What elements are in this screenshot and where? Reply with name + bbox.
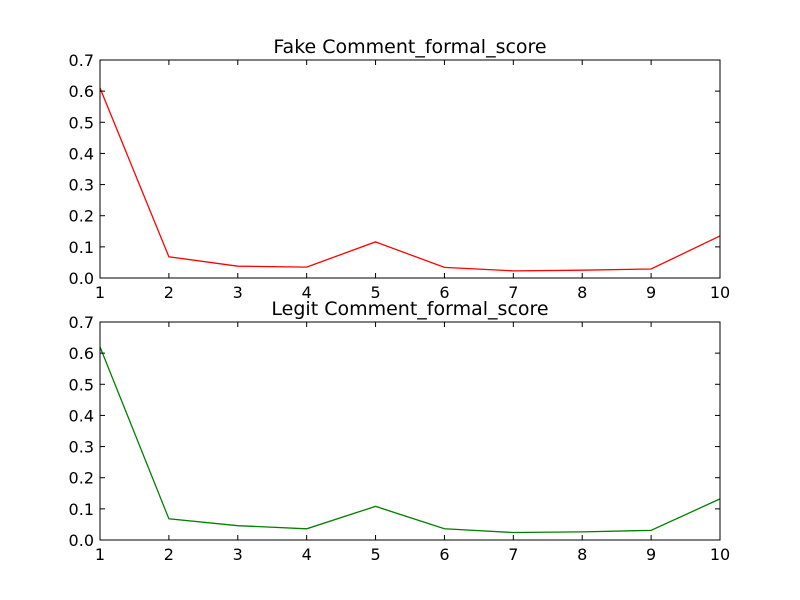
x-tick-label: 10 bbox=[710, 545, 730, 564]
chart-panel-2: 1 2 3 4 5 6 7 8 9 10 0.0 0.1 0.2 0.3 0.4 0.5 0.6 0.7 Legit… bbox=[69, 298, 731, 564]
axes-frame bbox=[99, 59, 721, 279]
x-tick-label: 5 bbox=[370, 545, 380, 564]
y-tick-label: 0.5 bbox=[69, 375, 94, 394]
y-tick-label: 0.1 bbox=[69, 238, 94, 257]
x-tick-label: 9 bbox=[646, 283, 656, 302]
y-tick-label: 0.5 bbox=[69, 113, 94, 132]
x-tick-label: 9 bbox=[646, 545, 656, 564]
x-tick-label: 8 bbox=[577, 545, 587, 564]
y-tick-label: 0.6 bbox=[69, 344, 94, 363]
x-tick-label: 8 bbox=[577, 283, 587, 302]
series-line bbox=[99, 87, 721, 272]
x-tick-label: 3 bbox=[233, 545, 243, 564]
x-tick-label: 4 bbox=[302, 545, 312, 564]
x-tick-label: 1 bbox=[95, 283, 105, 302]
y-tick-label: 0.4 bbox=[69, 144, 94, 163]
x-tick-label: 3 bbox=[233, 283, 243, 302]
x-tick-label: 1 bbox=[95, 545, 105, 564]
y-tick-label: 0.0 bbox=[69, 531, 94, 550]
x-tick-label: 4 bbox=[302, 283, 312, 302]
x-tick-label: 10 bbox=[710, 283, 730, 302]
y-tick-label: 0.1 bbox=[69, 500, 94, 519]
x-tick-label: 7 bbox=[508, 545, 518, 564]
x-tick-label: 6 bbox=[439, 545, 449, 564]
x-tick-label: 5 bbox=[370, 283, 380, 302]
chart-title: Legit Comment_formal_score bbox=[271, 298, 548, 320]
x-tick-label: 7 bbox=[508, 283, 518, 302]
y-tick-label: 0.3 bbox=[69, 438, 94, 457]
x-tick-label: 2 bbox=[164, 283, 174, 302]
chart-title: Fake Comment_formal_score bbox=[273, 36, 546, 58]
series-line bbox=[99, 346, 721, 534]
chart-panel-1: 1 2 3 4 5 6 7 8 9 10 0.0 0.1 0.2 0.3 0.4 0.5 0.6 0.7 Fake … bbox=[69, 36, 731, 302]
y-tick-label: 0.7 bbox=[69, 313, 94, 332]
x-tick-label: 2 bbox=[164, 545, 174, 564]
y-tick-label: 0.2 bbox=[69, 207, 94, 226]
axes-frame bbox=[99, 321, 721, 541]
y-tick-label: 0.7 bbox=[69, 51, 94, 70]
y-tick-label: 0.2 bbox=[69, 469, 94, 488]
y-tick-label: 0.3 bbox=[69, 176, 94, 195]
y-tick-label: 0.0 bbox=[69, 269, 94, 288]
y-tick-label: 0.4 bbox=[69, 406, 94, 425]
y-tick-label: 0.6 bbox=[69, 82, 94, 101]
x-tick-label: 6 bbox=[439, 283, 449, 302]
